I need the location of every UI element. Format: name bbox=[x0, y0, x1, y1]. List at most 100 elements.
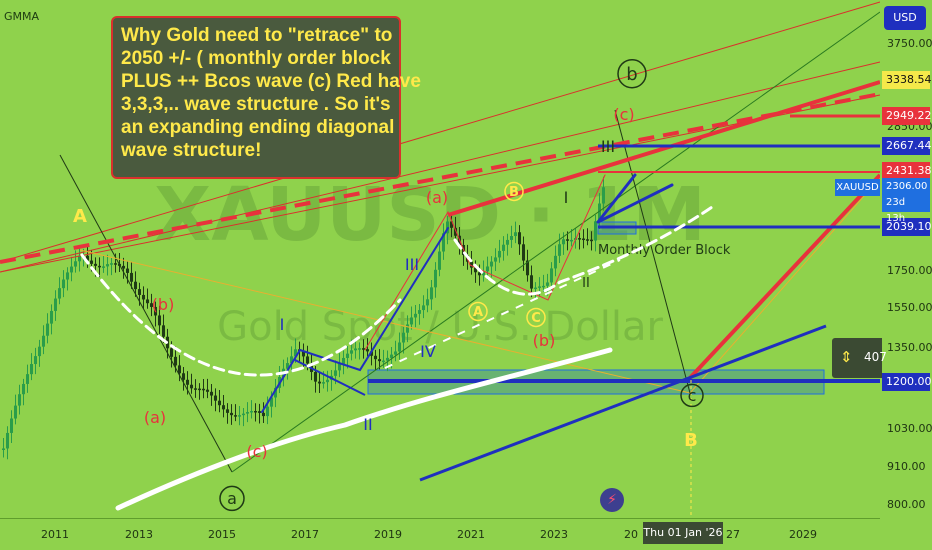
wave-label: II bbox=[582, 276, 590, 291]
candle-body bbox=[530, 275, 533, 289]
candle-body bbox=[346, 353, 349, 358]
candle-body bbox=[134, 281, 137, 290]
candle-body bbox=[122, 265, 125, 269]
candle-body bbox=[362, 348, 365, 350]
candle-body bbox=[42, 335, 45, 347]
candle-body bbox=[2, 448, 5, 450]
candle-body bbox=[254, 410, 257, 413]
red-wave-line bbox=[686, 173, 882, 382]
crosshair-date: Thu 01 Jan '26 bbox=[643, 522, 723, 544]
candle-body bbox=[86, 255, 89, 261]
wave-label-circle bbox=[219, 485, 245, 512]
measure-tool[interactable]: ⇕ 407 bbox=[832, 338, 887, 378]
candle-body bbox=[66, 272, 69, 280]
x-tick: 2011 bbox=[41, 528, 69, 541]
candle-body bbox=[450, 221, 453, 228]
candle-body bbox=[522, 244, 525, 261]
y-tick: 1350.00 bbox=[887, 341, 932, 354]
candle-body bbox=[338, 363, 341, 371]
candle-body bbox=[558, 244, 561, 256]
candle-body bbox=[370, 351, 373, 356]
candle-body bbox=[14, 405, 17, 419]
candle-body bbox=[194, 388, 197, 390]
callout-line: wave structure! bbox=[121, 140, 262, 161]
candle-body bbox=[506, 239, 509, 245]
wave-label: (c) bbox=[613, 105, 634, 124]
lightning-icon[interactable]: ⚡ bbox=[600, 488, 624, 512]
candle-body bbox=[182, 373, 185, 380]
candle-body bbox=[54, 298, 57, 311]
candle-body bbox=[218, 400, 221, 406]
candle-body bbox=[562, 239, 565, 245]
candle-body bbox=[230, 412, 233, 416]
currency-button[interactable]: USD bbox=[884, 6, 926, 30]
candle-body bbox=[578, 238, 581, 240]
moving-average-line bbox=[115, 347, 613, 511]
candle-body bbox=[222, 405, 225, 410]
candle-body bbox=[302, 350, 305, 357]
candle-body bbox=[442, 233, 445, 252]
blue-wave-line bbox=[294, 359, 366, 396]
candle-body bbox=[262, 412, 265, 417]
time-axis[interactable] bbox=[0, 518, 880, 550]
annotation-callout[interactable]: Why Gold need to "retrace" to 2050 +/- (… bbox=[111, 16, 421, 179]
white-dashed-arc bbox=[453, 203, 717, 296]
callout-line: 2050 +/- ( monthly order block bbox=[121, 48, 391, 69]
candle-body bbox=[6, 432, 9, 449]
candle-body bbox=[290, 356, 293, 364]
blue-trend-line bbox=[419, 324, 827, 482]
candle-body bbox=[590, 239, 593, 242]
candle-body bbox=[470, 261, 473, 268]
candle-body bbox=[410, 317, 413, 325]
wave-label: (a) bbox=[426, 188, 448, 207]
candle-body bbox=[546, 282, 549, 286]
candle-body bbox=[314, 371, 317, 382]
red-channel-line bbox=[0, 94, 881, 273]
candle-body bbox=[174, 356, 177, 366]
candle-body bbox=[382, 360, 385, 363]
candle-body bbox=[90, 260, 93, 264]
monthly-order-block-label: Monthly Order Block bbox=[598, 243, 731, 258]
wave-label-circle bbox=[526, 307, 546, 328]
candle-body bbox=[386, 357, 389, 361]
candle-body bbox=[406, 324, 409, 333]
indicator-label[interactable]: GMMA bbox=[4, 10, 40, 23]
wave-label-circle bbox=[617, 58, 647, 89]
red-wave-path bbox=[364, 174, 606, 351]
candle-body bbox=[10, 418, 13, 433]
candle-body bbox=[238, 415, 241, 417]
candle-body bbox=[394, 351, 397, 355]
candle-body bbox=[582, 238, 585, 241]
candle-body bbox=[34, 356, 37, 365]
wave-label: III bbox=[601, 137, 615, 156]
candle-body bbox=[126, 268, 129, 273]
x-tick: 27 bbox=[726, 528, 740, 541]
candle-body bbox=[70, 266, 73, 273]
wave-label: II bbox=[363, 415, 372, 434]
candle-body bbox=[434, 269, 437, 288]
candle-body bbox=[514, 232, 517, 237]
candle-body bbox=[206, 389, 209, 392]
candle-body bbox=[98, 265, 101, 268]
candle-body bbox=[158, 315, 161, 326]
candle-body bbox=[358, 348, 361, 350]
candle-body bbox=[426, 299, 429, 306]
x-tick: 20 bbox=[624, 528, 638, 541]
x-tick: 2015 bbox=[208, 528, 236, 541]
price-label: 1200.00 bbox=[882, 373, 932, 391]
candle-body bbox=[198, 388, 201, 391]
wave-label-circle bbox=[468, 301, 488, 322]
x-tick: 2013 bbox=[125, 528, 153, 541]
candle-body bbox=[366, 349, 369, 352]
candle-body bbox=[494, 257, 497, 262]
wave-label: III bbox=[405, 255, 419, 274]
red-wave-line bbox=[447, 80, 881, 217]
candle-body bbox=[62, 279, 65, 289]
candle-body bbox=[110, 263, 113, 265]
x-tick: 2017 bbox=[291, 528, 319, 541]
yellow-trend-line bbox=[79, 249, 691, 394]
candle-body bbox=[234, 415, 237, 417]
blue-wave-path bbox=[261, 227, 449, 413]
